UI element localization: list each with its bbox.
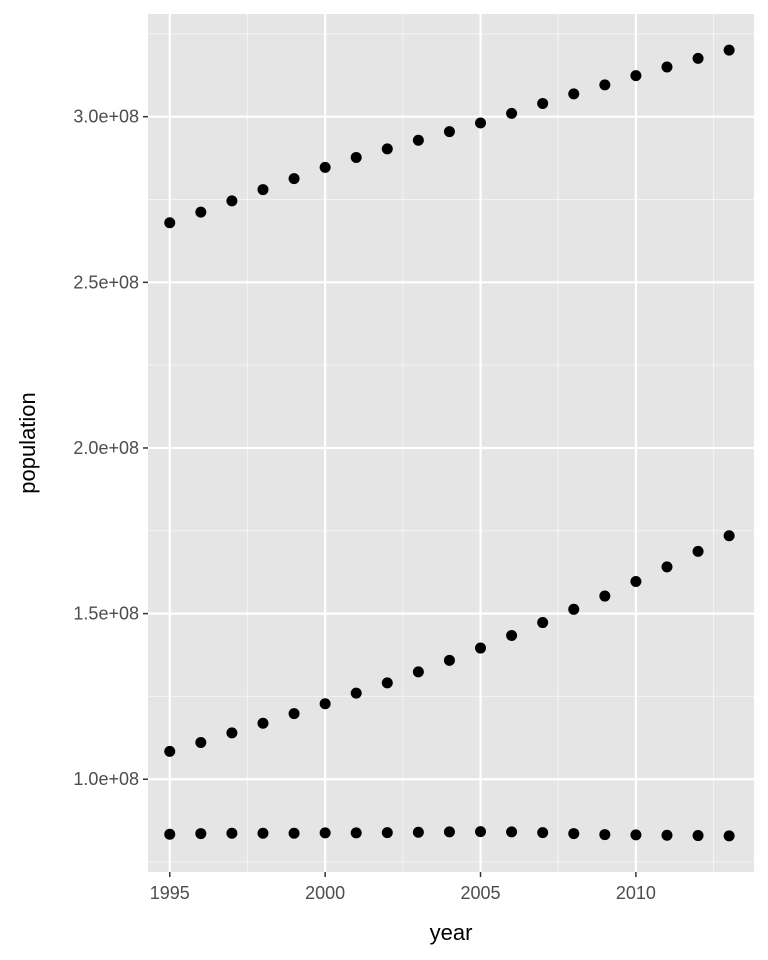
data-point: [443, 126, 455, 138]
data-point: [568, 603, 580, 615]
data-point: [381, 677, 393, 689]
y-tick-label: 2.5e+08: [73, 272, 139, 292]
data-point: [723, 830, 735, 842]
data-point: [350, 687, 362, 699]
data-point: [723, 44, 735, 56]
data-point: [226, 727, 238, 739]
data-point: [692, 52, 704, 64]
data-point: [443, 654, 455, 666]
data-point: [288, 827, 300, 839]
data-point: [443, 826, 455, 838]
data-point: [319, 698, 331, 710]
data-point: [257, 827, 269, 839]
data-point: [568, 88, 580, 100]
data-point: [226, 195, 238, 207]
data-point: [226, 827, 238, 839]
x-tick-label: 2010: [616, 883, 656, 903]
data-point: [257, 717, 269, 729]
data-point: [164, 217, 176, 229]
data-point: [537, 97, 549, 109]
data-point: [381, 827, 393, 839]
data-point: [288, 173, 300, 185]
data-point: [475, 642, 487, 654]
plot-panel: [148, 14, 754, 872]
data-point: [599, 829, 611, 841]
data-point: [661, 61, 673, 73]
data-point: [661, 561, 673, 573]
data-point: [350, 151, 362, 163]
data-point: [475, 117, 487, 129]
y-axis: 1.0e+08 1.5e+08 2.0e+08 2.5e+08 3.0e+08: [73, 107, 148, 789]
data-point: [195, 206, 207, 218]
data-point: [164, 745, 176, 757]
data-point: [568, 828, 580, 840]
data-point: [692, 830, 704, 842]
data-points: [164, 44, 735, 842]
data-point: [506, 629, 518, 641]
data-point: [506, 826, 518, 838]
data-point: [630, 575, 642, 587]
x-tick-label: 2000: [305, 883, 345, 903]
y-tick-label: 1.5e+08: [73, 604, 139, 624]
data-point: [599, 590, 611, 602]
data-point: [412, 826, 424, 838]
data-point: [257, 184, 269, 196]
major-gridlines: [148, 14, 754, 872]
data-point: [350, 827, 362, 839]
data-point: [319, 161, 331, 173]
data-point: [475, 826, 487, 838]
data-point: [661, 829, 673, 841]
y-tick-label: 1.0e+08: [73, 769, 139, 789]
data-point: [319, 827, 331, 839]
data-point: [195, 736, 207, 748]
data-point: [630, 70, 642, 82]
data-point: [195, 828, 207, 840]
y-tick-label: 2.0e+08: [73, 438, 139, 458]
data-point: [506, 107, 518, 119]
data-point: [537, 827, 549, 839]
data-point: [599, 79, 611, 91]
data-point: [723, 530, 735, 542]
data-point: [164, 828, 176, 840]
x-tick-label: 2005: [460, 883, 500, 903]
x-axis-title: year: [430, 920, 473, 945]
x-axis: 1995 2000 2005 2010: [150, 872, 656, 903]
minor-gridlines: [148, 14, 754, 872]
data-point: [537, 617, 549, 629]
data-point: [412, 666, 424, 678]
y-tick-label: 3.0e+08: [73, 107, 139, 127]
data-point: [412, 134, 424, 146]
data-point: [692, 545, 704, 557]
data-point: [381, 143, 393, 155]
y-axis-title: population: [15, 392, 40, 494]
data-point: [288, 708, 300, 720]
x-tick-label: 1995: [150, 883, 190, 903]
data-point: [630, 829, 642, 841]
